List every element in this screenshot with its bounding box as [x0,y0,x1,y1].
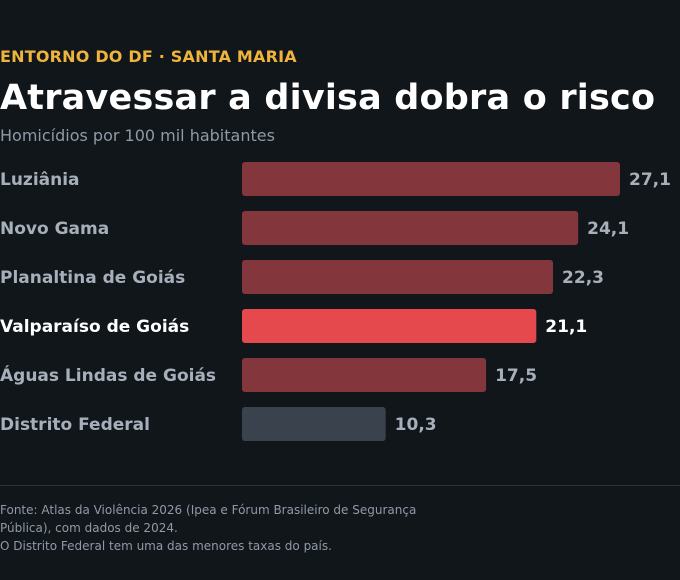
bar-valparaiso-de-goias [242,309,537,343]
category-label-luziania: Luziânia [0,170,80,190]
value-label-luziania: 27,1 [629,170,671,190]
bar-chart: Luziânia 27,1 Novo Gama 24,1 Planaltina de G… [0,162,671,441]
bar-planaltina-de-goias [242,260,554,294]
chart-title: Atravessar a divisa dobra o risco [0,78,656,118]
footnote: O Distrito Federal tem uma das menores t… [0,539,332,553]
value-label-valparaiso-de-goias: 21,1 [545,317,587,337]
chart-subtitle: Homicídios por 100 mil habitantes [0,126,275,145]
source-note: Fonte: Atlas da Violência 2026 (Ipea e F… [0,503,417,535]
bar-novo-gama [242,211,579,245]
chart-footer: Fonte: Atlas da Violência 2026 (Ipea e F… [0,501,440,555]
category-label-distrito-federal: Distrito Federal [0,415,150,435]
value-label-aguas-lindas-de-goias: 17,5 [495,366,537,386]
bar-aguas-lindas-de-goias [242,358,487,392]
bar-distrito-federal [242,407,386,441]
category-label-aguas-lindas-de-goias: Águas Lindas de Goiás [0,364,216,386]
category-label-novo-gama: Novo Gama [0,219,109,239]
footer-divider [0,485,680,486]
value-label-distrito-federal: 10,3 [395,415,437,435]
value-label-planaltina-de-goias: 22,3 [562,268,604,288]
category-label-valparaiso-de-goias: Valparaíso de Goiás [0,317,189,337]
value-label-novo-gama: 24,1 [587,219,629,239]
chart-kicker: ENTORNO DO DF · SANTA MARIA [0,47,297,66]
bar-luziania [242,162,620,196]
category-label-planaltina-de-goias: Planaltina de Goiás [0,268,185,288]
